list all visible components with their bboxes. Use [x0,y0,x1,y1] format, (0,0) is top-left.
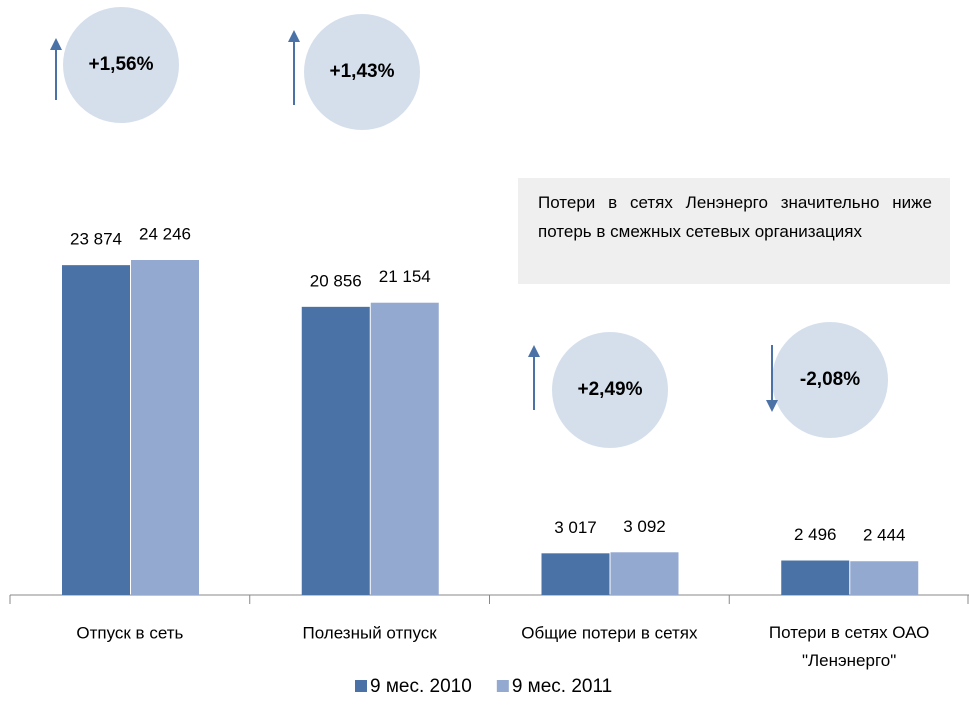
annotation-circle [63,7,179,123]
legend-swatch [496,680,509,692]
value-label: 24 246 [139,224,191,243]
legend-swatch [355,680,367,692]
bar [131,260,199,595]
annotation-label: +1,56% [89,54,154,75]
bar [62,265,130,595]
annotation-label: -2,08% [800,369,860,390]
arrow-head [50,38,62,50]
bar [781,560,850,595]
value-label: 3 092 [623,517,666,536]
x-tick-label: Полезный отпуск [303,623,438,642]
note-box: Потери в сетях Ленэнерго значительно ниж… [518,178,950,284]
x-tick-label: Общие потери в сетях [521,623,698,642]
value-label: 3 017 [554,518,597,537]
x-tick-label: Потери в сетях ОАО "Ленэнерго" [769,623,929,670]
arrow-head [528,345,540,357]
legend-label: 9 мес. 2010 [370,676,472,697]
arrow-head [766,400,778,412]
value-label: 21 154 [379,267,431,286]
value-label: 23 874 [70,230,122,249]
value-label: 20 856 [310,271,362,290]
bar [370,302,439,595]
annotation-label: +1,43% [330,61,395,82]
annotation-circle [552,332,668,448]
legend-label: 9 мес. 2011 [512,676,612,697]
annotation-label: +2,49% [578,379,643,400]
bar [610,552,679,595]
annotation-circle [304,14,420,130]
x-tick-label: Отпуск в сеть [76,623,183,642]
annotation-circle [772,322,888,438]
value-label: 2 444 [863,526,906,545]
bar [301,306,370,595]
value-label: 2 496 [794,525,837,544]
bar [850,561,919,595]
arrow-head [288,30,300,42]
bar [541,553,610,595]
